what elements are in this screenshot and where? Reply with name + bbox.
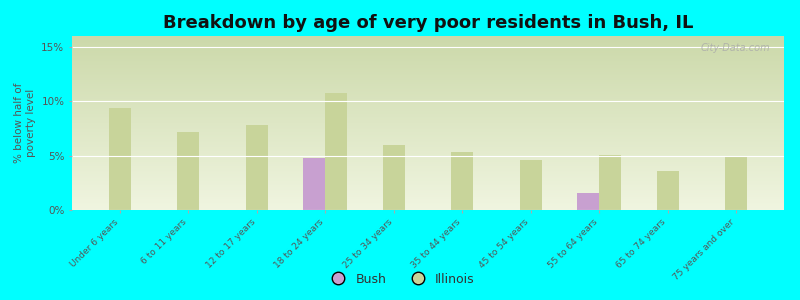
Bar xyxy=(657,171,678,210)
Bar xyxy=(520,160,542,210)
Bar xyxy=(383,145,405,210)
Bar xyxy=(326,92,347,210)
Text: City-Data.com: City-Data.com xyxy=(700,43,770,53)
Y-axis label: % below half of
poverty level: % below half of poverty level xyxy=(14,83,36,163)
Bar xyxy=(246,125,268,210)
Bar xyxy=(725,156,747,210)
Legend: Bush, Illinois: Bush, Illinois xyxy=(320,268,480,291)
Bar xyxy=(109,108,131,210)
Bar xyxy=(451,152,473,210)
Bar xyxy=(178,132,199,210)
Bar xyxy=(599,154,621,210)
Bar xyxy=(578,193,599,210)
Bar xyxy=(303,158,326,210)
Title: Breakdown by age of very poor residents in Bush, IL: Breakdown by age of very poor residents … xyxy=(163,14,693,32)
